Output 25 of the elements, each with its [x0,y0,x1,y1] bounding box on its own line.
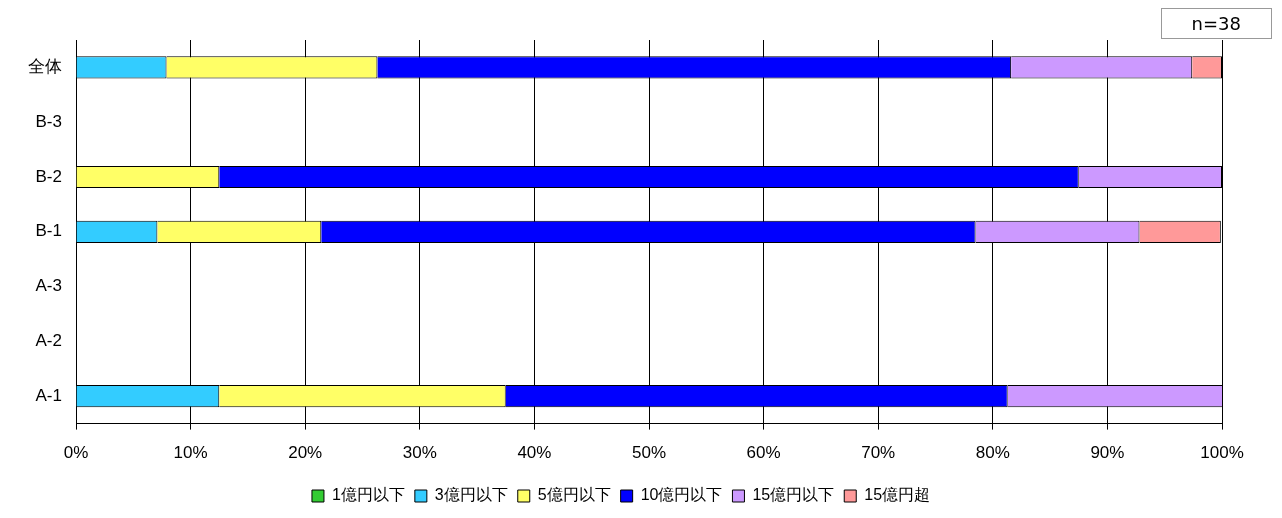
y-tick-label: A-3 [35,276,62,296]
x-tick-label: 40% [517,443,552,463]
y-tick-label: A-1 [35,385,62,405]
y-tick-label: A-2 [35,331,62,351]
legend-label: 10億円以下 [640,486,723,504]
legend-label: 15億円超 [864,486,931,504]
x-tick-label: 10% [173,443,208,463]
x-tick-label: 90% [1090,443,1125,463]
x-tick-label: 0% [63,443,89,463]
x-tick-label: 70% [861,443,896,463]
y-tick-label: B-1 [35,221,62,241]
x-tick-label: 60% [746,443,781,463]
x-tick-label: 50% [631,443,667,463]
text: n=38 [1160,8,1272,39]
y-tick-label: 全体 [28,57,62,77]
legend-label: 15億円以下 [752,486,835,504]
x-tick-label: 20% [288,443,323,463]
y-tick-label: B-3 [35,111,62,131]
legend-label: 3億円以下 [434,486,508,504]
x-tick-label: 100% [1200,443,1244,463]
y-tick-label: B-2 [35,166,62,186]
legend-label: 5億円以下 [537,486,611,504]
legend-label: 1億円以下 [331,486,405,504]
x-tick-label: 30% [402,443,437,463]
x-tick-label: 80% [975,443,1010,463]
